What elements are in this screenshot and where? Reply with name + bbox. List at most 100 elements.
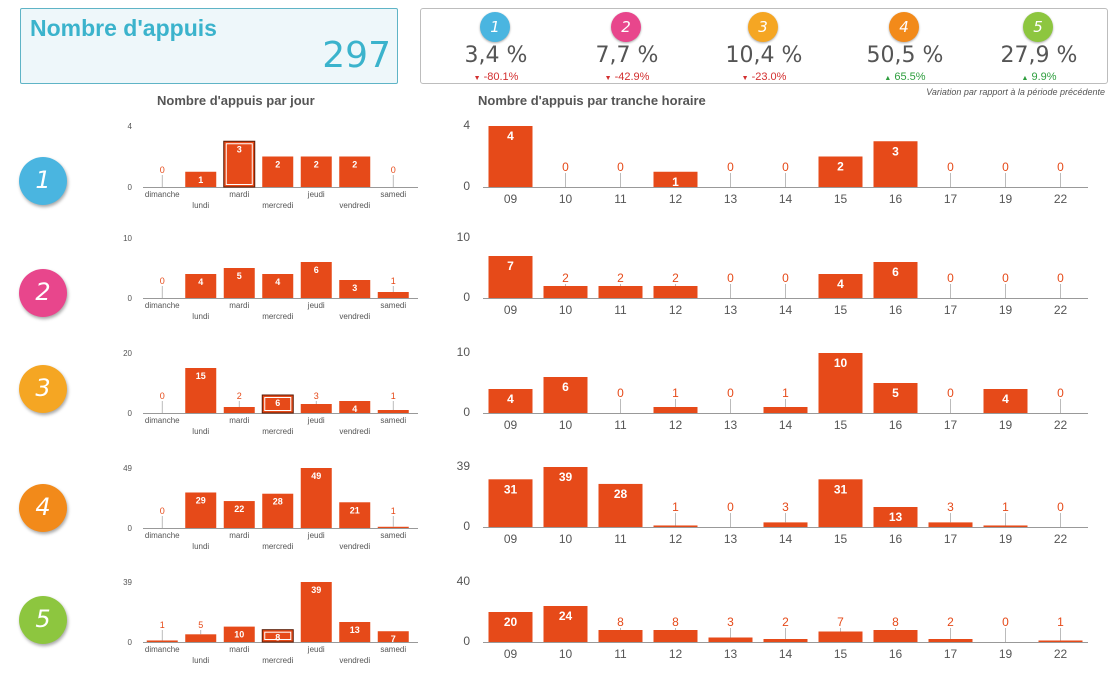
bar-value-label: 6 [892, 265, 899, 279]
distribution-percentage: 10,4 % [725, 43, 803, 68]
bar [708, 637, 753, 642]
distribution-variation: ▼ -42.9% [604, 71, 650, 83]
x-tick-label: 14 [779, 647, 793, 661]
level-badge-icon: 5 [1023, 12, 1053, 42]
x-tick-label: 10 [559, 647, 573, 661]
x-tick-label: 14 [779, 532, 793, 546]
bar-value-label: 7 [507, 259, 514, 273]
distribution-item-3: 3 10,4 % ▼ -23.0% [704, 9, 824, 85]
x-tick-label: 09 [504, 418, 518, 432]
bar-value-label: 0 [160, 391, 165, 401]
distribution-variation: ▲ 65.5% [884, 71, 926, 83]
distribution-item-4: 4 50,5 % ▲ 65.5% [845, 9, 965, 85]
x-tick-label: jeudi [307, 416, 325, 425]
bar [488, 479, 533, 527]
bar [339, 622, 371, 642]
bar-value-label: 31 [834, 482, 848, 496]
distribution-percentage: 50,5 % [866, 43, 944, 68]
bar [339, 156, 371, 187]
y-tick-label: 0 [128, 638, 133, 647]
bar-value-label: 0 [1002, 615, 1009, 629]
x-tick-label: 09 [504, 192, 518, 206]
bar-value-label: 29 [196, 495, 206, 505]
y-tick-label: 0 [128, 183, 133, 192]
x-tick-label: 22 [1054, 192, 1068, 206]
bar [763, 522, 808, 527]
x-tick-label: 22 [1054, 647, 1068, 661]
bar-value-label: 2 [837, 160, 844, 174]
bar [300, 582, 332, 642]
bar [223, 140, 256, 188]
x-tick-label: mercredi [262, 201, 293, 210]
bar-value-label: 5 [198, 620, 203, 630]
x-tick-label: mardi [229, 190, 249, 199]
x-tick-label: samedi [380, 416, 406, 425]
bar [377, 631, 409, 642]
trend-arrow-icon: ▲ [884, 75, 892, 82]
bar-value-label: 2 [237, 391, 242, 401]
x-tick-label: 15 [834, 418, 848, 432]
x-tick-label: jeudi [307, 301, 325, 310]
x-tick-label: mercredi [262, 427, 293, 436]
x-tick-label: 22 [1054, 303, 1068, 317]
bar [488, 126, 533, 187]
bar-value-label: 0 [1002, 271, 1009, 285]
y-tick-label: 0 [128, 409, 133, 418]
x-tick-label: dimanche [145, 645, 180, 654]
bar [653, 407, 698, 413]
x-tick-label: 15 [834, 303, 848, 317]
bar-value-label: 7 [391, 634, 396, 644]
distribution-item-5: 5 27,9 % ▲ 9.9% [979, 9, 1099, 85]
bar-value-label: 6 [275, 398, 280, 408]
x-tick-label: 13 [724, 303, 738, 317]
bar-value-label: 0 [391, 165, 396, 175]
bar-value-label: 2 [782, 615, 789, 629]
bar-value-label: 1 [198, 175, 203, 185]
bar-value-label: 24 [559, 609, 573, 623]
bar [763, 639, 808, 642]
y-tick-label: 39 [123, 578, 132, 587]
bar-value-label: 0 [947, 160, 954, 174]
bar-value-label: 0 [1057, 160, 1064, 174]
x-tick-label: jeudi [307, 190, 325, 199]
y-tick-label: 0 [463, 634, 470, 648]
bar-value-label: 13 [350, 625, 360, 635]
level-2-icon: 2 [19, 269, 67, 317]
bar [185, 492, 217, 528]
x-tick-label: vendredi [339, 542, 370, 551]
x-tick-label: 17 [944, 303, 958, 317]
bar-value-label: 0 [1002, 160, 1009, 174]
bar [339, 401, 371, 413]
level-1-icon: 1 [19, 157, 67, 205]
x-tick-label: dimanche [145, 301, 180, 310]
x-tick-label: 12 [669, 418, 683, 432]
bar-value-label: 0 [1057, 386, 1064, 400]
x-tick-label: mercredi [262, 656, 293, 665]
bar-value-label: 5 [237, 271, 242, 281]
bar-value-label: 3 [727, 615, 734, 629]
bar [873, 383, 918, 413]
y-tick-label: 39 [457, 459, 471, 473]
bar-value-label: 1 [672, 500, 679, 514]
y-tick-label: 10 [457, 230, 471, 244]
bar [983, 525, 1028, 527]
x-tick-label: 12 [669, 303, 683, 317]
bar-value-label: 2 [617, 271, 624, 285]
bar [223, 268, 255, 298]
x-tick-label: mardi [229, 531, 249, 540]
x-tick-label: 10 [559, 532, 573, 546]
x-tick-label: jeudi [307, 645, 325, 654]
x-tick-label: 12 [669, 192, 683, 206]
x-tick-label: jeudi [307, 531, 325, 540]
bar-value-label: 0 [617, 386, 624, 400]
distribution-percentage: 3,4 % [464, 43, 528, 68]
x-tick-label: 15 [834, 192, 848, 206]
bar [300, 468, 332, 528]
bar-value-label: 1 [1057, 615, 1064, 629]
bar-value-label: 0 [947, 271, 954, 285]
bar-value-label: 21 [350, 505, 360, 515]
bar-value-label: 0 [947, 386, 954, 400]
trend-arrow-icon: ▼ [604, 75, 612, 82]
x-tick-label: 10 [559, 192, 573, 206]
